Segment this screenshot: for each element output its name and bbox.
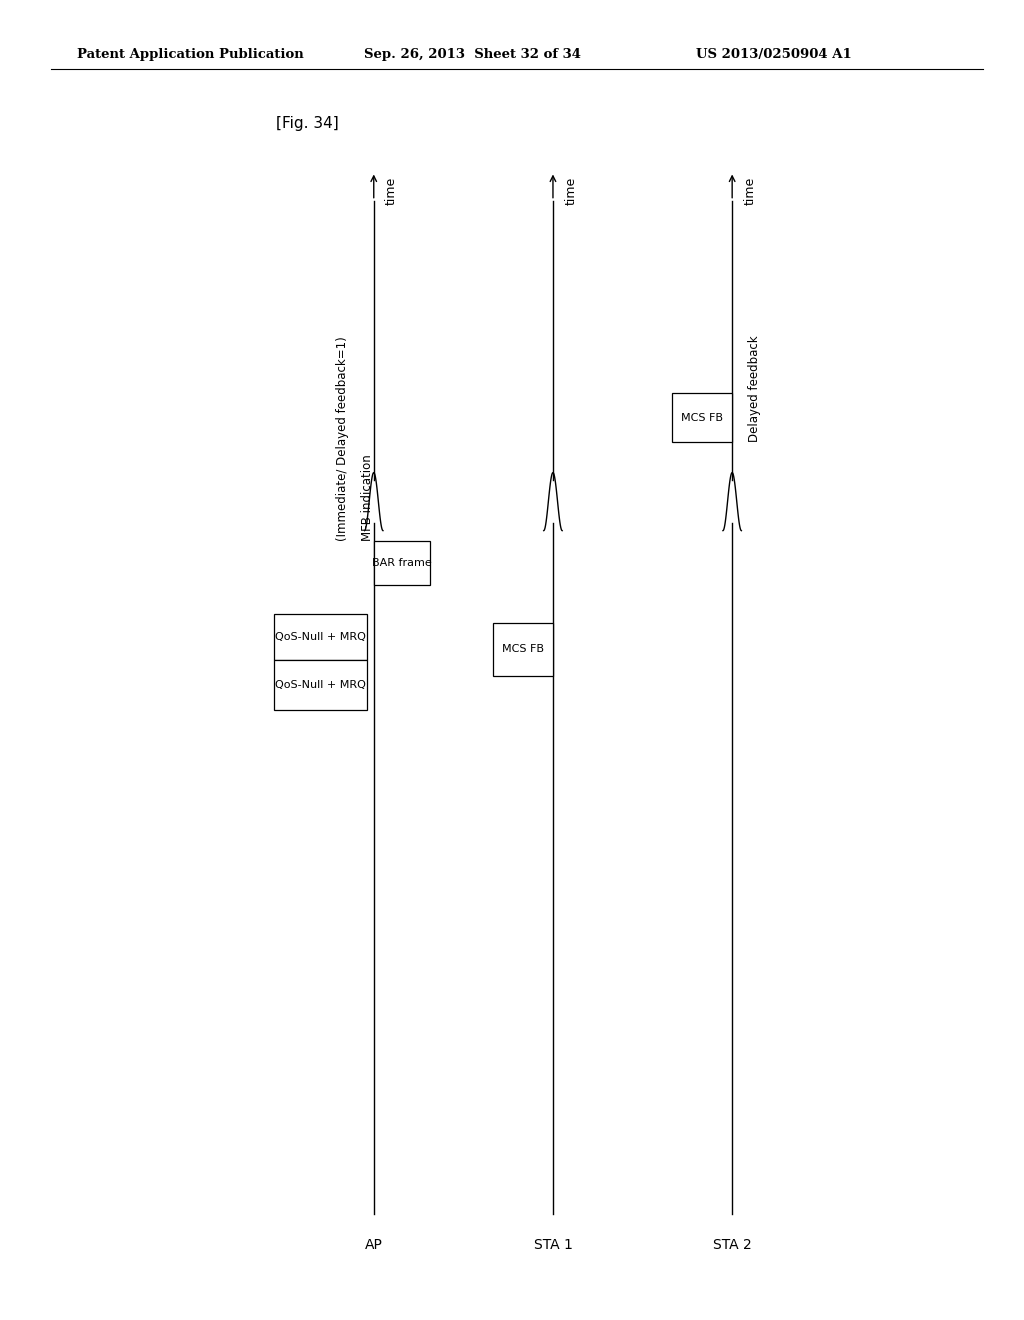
Text: MCS FB: MCS FB <box>681 413 723 422</box>
Text: [Fig. 34]: [Fig. 34] <box>276 116 339 131</box>
Text: QoS-Null + MRQ: QoS-Null + MRQ <box>275 632 366 642</box>
Text: (Immediate/ Delayed feedback=1): (Immediate/ Delayed feedback=1) <box>336 337 349 541</box>
FancyBboxPatch shape <box>493 623 553 676</box>
Text: Patent Application Publication: Patent Application Publication <box>77 48 303 61</box>
FancyBboxPatch shape <box>374 541 430 585</box>
Text: time: time <box>564 177 578 205</box>
Text: STA 2: STA 2 <box>713 1238 752 1253</box>
FancyBboxPatch shape <box>672 393 732 442</box>
FancyBboxPatch shape <box>274 614 367 660</box>
Text: QoS-Null + MRQ: QoS-Null + MRQ <box>275 680 366 690</box>
FancyBboxPatch shape <box>274 660 367 710</box>
Text: AP: AP <box>365 1238 383 1253</box>
Text: BAR frame: BAR frame <box>372 558 432 568</box>
Text: time: time <box>743 177 757 205</box>
Text: MFB indication: MFB indication <box>361 454 375 541</box>
Text: STA 1: STA 1 <box>534 1238 572 1253</box>
Text: US 2013/0250904 A1: US 2013/0250904 A1 <box>696 48 852 61</box>
Text: Delayed feedback: Delayed feedback <box>748 335 761 442</box>
Text: Sep. 26, 2013  Sheet 32 of 34: Sep. 26, 2013 Sheet 32 of 34 <box>364 48 581 61</box>
Text: MCS FB: MCS FB <box>502 644 544 655</box>
Text: time: time <box>385 177 398 205</box>
